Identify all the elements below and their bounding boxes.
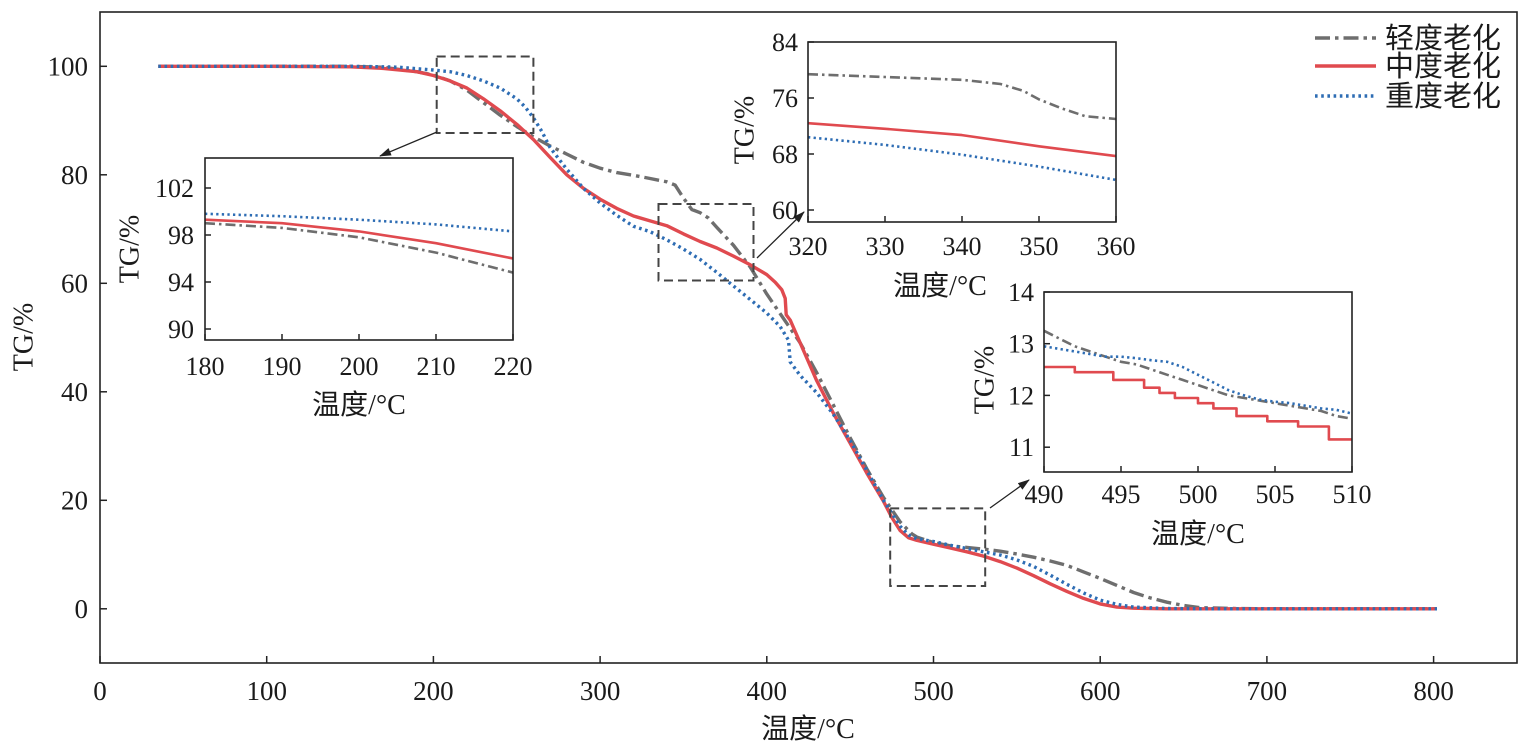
legend-item-severe-aging: 重度老化 <box>1315 80 1501 113</box>
inset-2-x-tick-label: 330 <box>866 232 905 261</box>
inset-3-y-tick-label: 12 <box>1008 381 1034 410</box>
main-x-tick-label: 500 <box>913 676 954 706</box>
inset-2-axes: 320 330 340 350 360 60 68 76 84 温度/°C TG/% <box>730 28 1136 302</box>
main-x-tick-label: 200 <box>413 676 454 706</box>
main-x-tick-label: 300 <box>580 676 621 706</box>
main-y-tick-label: 20 <box>61 485 88 515</box>
inset-2-x-axis-label: 温度/°C <box>893 270 987 302</box>
inset-2-plot-area <box>808 72 1116 182</box>
inset-2-y-tick-label: 84 <box>772 28 798 57</box>
inset-2-y-tick-label: 68 <box>772 140 798 169</box>
inset-2-series-line-light-aging <box>808 72 1116 121</box>
legend-item-light-aging: 轻度老化 <box>1315 22 1501 55</box>
inset-3-x-tick-label: 490 <box>1025 480 1064 509</box>
zoom-region-box-3 <box>889 507 987 587</box>
inset-1-y-tick-label: 102 <box>155 174 194 203</box>
main-y-tick-label: 40 <box>61 377 88 407</box>
legend-label-light-aging: 轻度老化 <box>1385 22 1501 55</box>
inset-3-y-tick-label: 11 <box>1009 433 1034 462</box>
inset-3-series-line-severe-aging <box>1044 345 1352 415</box>
inset-3-y-tick-label: 13 <box>1008 330 1034 359</box>
inset-2-x-tick-label: 360 <box>1097 232 1136 261</box>
inset-2-y-tick-label: 60 <box>772 196 798 225</box>
inset-1-y-tick-label: 90 <box>168 315 194 344</box>
main-x-tick-label: 800 <box>1413 676 1454 706</box>
main-x-tick-label: 400 <box>747 676 788 706</box>
inset-1-series-line-moderate-aging <box>205 218 513 260</box>
inset-1-y-axis-label: TG/% <box>115 215 146 283</box>
inset-3-background <box>1044 292 1352 472</box>
main-x-tick-label: 700 <box>1247 676 1288 706</box>
inset-1-y-tick-label: 94 <box>168 268 194 297</box>
main-series-line-moderate-aging <box>158 64 1437 611</box>
main-x-tick-label: 100 <box>246 676 287 706</box>
main-y-tick-label: 80 <box>61 160 88 190</box>
inset-3-x-axis-label: 温度/°C <box>1151 518 1245 550</box>
main-x-tick-label: 600 <box>1080 676 1121 706</box>
legend-label-severe-aging: 重度老化 <box>1385 80 1501 113</box>
main-axes-frame <box>99 11 1518 664</box>
inset-2-y-tick-label: 76 <box>772 84 798 113</box>
inset-2-x-tick-label: 320 <box>789 232 828 261</box>
inset-3-series-line-light-aging <box>1044 329 1352 420</box>
zoom-arrow-2 <box>756 211 805 259</box>
main-y-tick-label: 60 <box>61 268 88 298</box>
inset-1-x-axis-label: 温度/°C <box>312 389 406 421</box>
inset-1-x-tick-label: 220 <box>494 352 533 381</box>
main-x-axis-label: 温度/°C <box>761 713 855 745</box>
legend-item-moderate-aging: 中度老化 <box>1315 50 1501 83</box>
zoom-region-box-1 <box>435 55 535 134</box>
main-y-axis-label: TG/% <box>9 303 40 371</box>
inset-3-y-axis-label: TG/% <box>970 346 1001 414</box>
inset-1-x-tick-label: 210 <box>417 352 456 381</box>
inset-2-x-tick-label: 350 <box>1020 232 1059 261</box>
inset-3-y-tick-label: 14 <box>1008 278 1034 307</box>
inset-2-x-tick-label: 340 <box>943 232 982 261</box>
inset-3-x-tick-label: 510 <box>1333 480 1372 509</box>
main-y-tick-label: 100 <box>48 51 89 81</box>
inset-2-y-axis-label: TG/% <box>730 96 761 164</box>
main-series-line-severe-aging <box>158 64 1437 611</box>
main-chart: 0 100 200 300 400 500 600 700 800 0 20 40 60 80 100 温度/… <box>9 11 1518 745</box>
inset-1-axes: 180 190 200 210 220 90 94 98 102 温度/°C TG/% <box>115 157 533 421</box>
inset-2-background <box>808 42 1116 222</box>
main-plot-area <box>158 64 1437 611</box>
inset-1-x-tick-label: 190 <box>263 352 302 381</box>
zoom-annotations <box>379 55 1030 587</box>
main-y-tick-label: 0 <box>75 594 89 624</box>
inset-3-plot-area <box>1044 329 1352 441</box>
inset-1-x-tick-label: 180 <box>186 352 225 381</box>
zoom-arrow-3 <box>989 479 1030 509</box>
inset-2-series-line-severe-aging <box>808 135 1116 182</box>
inset-3-axes: 490 495 500 505 510 11 12 13 14 温度/°C TG/% <box>970 278 1372 550</box>
inset-3-series-line-moderate-aging <box>1044 365 1352 441</box>
inset-1-series-line-severe-aging <box>205 212 513 233</box>
zoom-region-box-2 <box>657 203 755 282</box>
inset-1-y-tick-label: 98 <box>168 221 194 250</box>
zoom-arrow-1 <box>379 131 438 157</box>
inset-1-x-tick-label: 200 <box>340 352 379 381</box>
main-x-tick-label: 0 <box>93 676 107 706</box>
inset-3-x-tick-label: 495 <box>1102 480 1141 509</box>
inset-1-plot-area <box>205 212 513 274</box>
inset-3-x-tick-label: 500 <box>1179 480 1218 509</box>
inset-3-x-tick-label: 505 <box>1256 480 1295 509</box>
legend-label-moderate-aging: 中度老化 <box>1385 50 1501 83</box>
inset-2-series-line-moderate-aging <box>808 121 1116 158</box>
main-series-line-light-aging <box>158 64 1437 611</box>
main-axes: 0 100 200 300 400 500 600 700 800 0 20 40 60 80 100 温度/… <box>9 11 1518 745</box>
